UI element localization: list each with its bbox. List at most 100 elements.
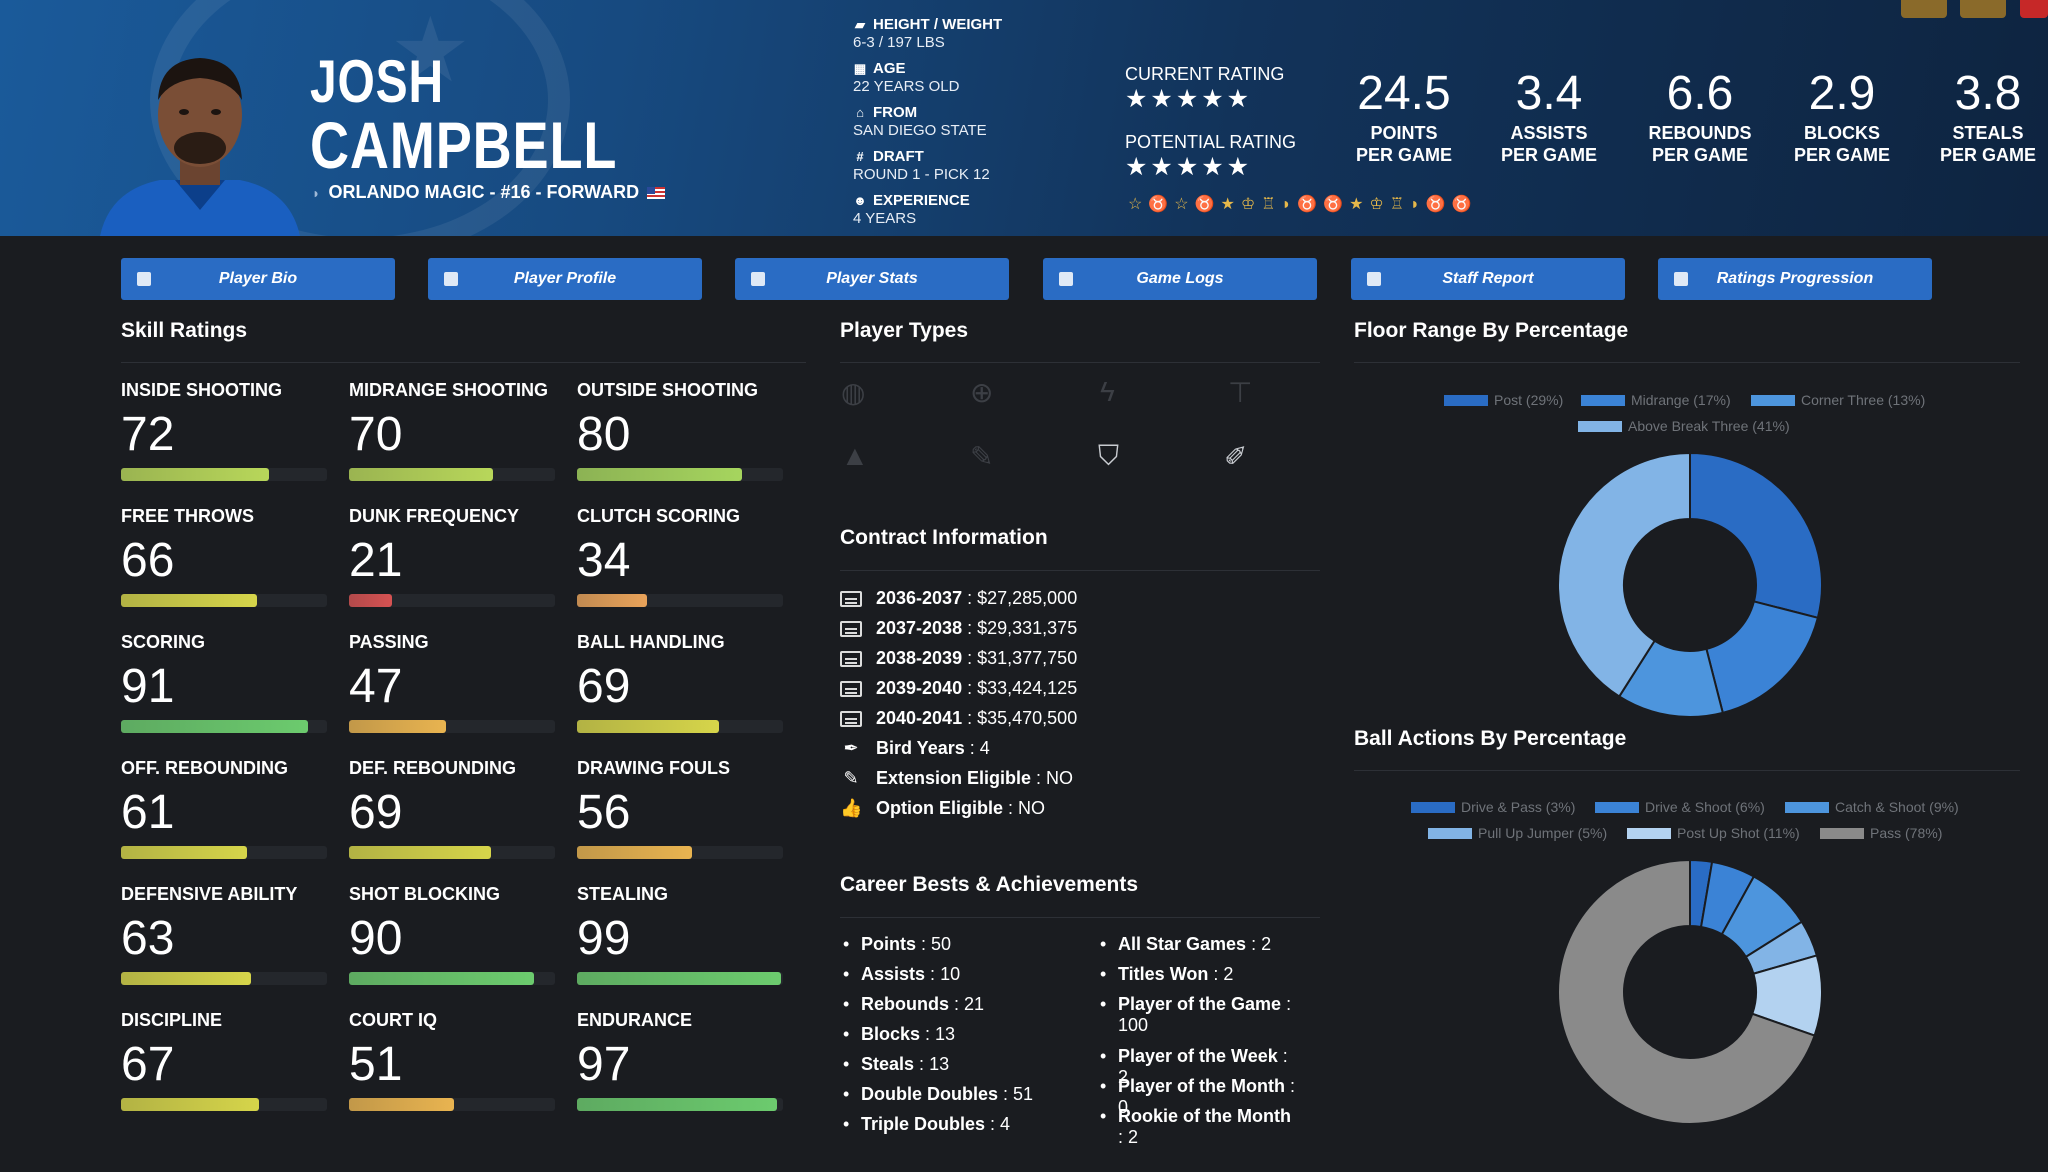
legend-item[interactable]: Pull Up Jumper (5%) xyxy=(1428,825,1607,841)
money-icon xyxy=(840,680,862,697)
skill-outside-shooting: OUTSIDE SHOOTING 80 xyxy=(577,380,787,481)
skill-passing: PASSING 47 xyxy=(349,632,559,733)
donut-slice[interactable] xyxy=(1557,451,1691,698)
skill-name: MIDRANGE SHOOTING xyxy=(349,380,549,400)
skill-shot-blocking: SHOT BLOCKING 90 xyxy=(349,884,559,985)
cone-icon[interactable]: ▲ xyxy=(841,440,869,471)
skill-bar-track xyxy=(121,972,327,985)
stat-assists: 3.4 ASSISTS PER GAME xyxy=(1500,67,1597,166)
divider xyxy=(840,362,1320,363)
ruler-icon: ▰ xyxy=(855,17,865,32)
extension-eligible-row: ✎ Extension Eligible : NO xyxy=(840,768,1073,789)
bar-chart-icon xyxy=(751,272,765,286)
paint-roller-icon[interactable]: ⊤ xyxy=(1228,377,1253,408)
legend-item[interactable]: Midrange (17%) xyxy=(1581,392,1731,408)
legend-swatch xyxy=(1444,394,1488,406)
legend-swatch xyxy=(1578,420,1622,432)
skill-value: 56 xyxy=(577,786,631,839)
tab-staff-report[interactable]: Staff Report xyxy=(1351,258,1625,300)
skill-name: CLUTCH SCORING xyxy=(577,506,740,526)
skill-bar-fill xyxy=(577,1098,777,1111)
skill-bar-track xyxy=(121,594,327,607)
donut-slice[interactable] xyxy=(1689,451,1823,620)
divider xyxy=(840,570,1320,571)
skill-value: 69 xyxy=(349,786,403,839)
legend-item[interactable]: Catch & Shoot (9%) xyxy=(1785,799,1959,815)
bird-years-row: ✒ Bird Years : 4 xyxy=(840,738,989,759)
magic-wand-icon[interactable]: ✎ xyxy=(970,441,994,472)
divider xyxy=(1354,770,2020,771)
basketball-icon[interactable]: ◍ xyxy=(841,377,866,408)
legend-swatch xyxy=(1751,394,1795,406)
broom-icon[interactable]: ✐ xyxy=(1224,441,1248,472)
career-best-item: Points : 50 xyxy=(843,934,951,955)
tab-player-bio[interactable]: Player Bio xyxy=(121,258,395,300)
skill-name: ENDURANCE xyxy=(577,1010,693,1030)
skill-value: 70 xyxy=(349,408,403,461)
skill-bar-track xyxy=(121,1098,327,1111)
stat-blocks: 2.9 BLOCKS PER GAME xyxy=(1793,67,1890,166)
legend-swatch xyxy=(1428,827,1472,839)
skill-bar-fill xyxy=(121,468,270,481)
skill-bar-fill xyxy=(577,972,781,985)
skill-bar-fill xyxy=(349,594,393,607)
achievement-item: Rookie of the Month : 2 xyxy=(1100,1106,1298,1148)
skill-bar-fill xyxy=(577,720,720,733)
crosshair-icon[interactable]: ⊕ xyxy=(970,377,994,408)
skill-bar-fill xyxy=(121,1098,260,1111)
skill-name: SHOT BLOCKING xyxy=(349,884,500,904)
legend-item[interactable]: Drive & Shoot (6%) xyxy=(1595,799,1765,815)
contract-year-row: 2037-2038 : $29,331,375 xyxy=(840,618,1077,639)
skill-bar-track xyxy=(121,468,327,481)
shield-icon[interactable]: ⛉ xyxy=(1098,440,1120,471)
donut-slice[interactable] xyxy=(1557,858,1816,1125)
skill-ball-handling: BALL HANDLING 69 xyxy=(577,632,787,733)
legend-item[interactable]: Corner Three (13%) xyxy=(1751,392,1925,408)
legend-item[interactable]: Above Break Three (41%) xyxy=(1578,418,1790,434)
achievement-item: Titles Won : 2 xyxy=(1100,964,1298,985)
divider xyxy=(1354,362,2020,363)
skill-bar-fill xyxy=(121,720,309,733)
skill-off-rebounding: OFF. REBOUNDING 61 xyxy=(121,758,331,859)
achievement-icons[interactable]: ☆♉☆♉★♔♖◗♉♉★♔♖◗♉♉ xyxy=(1128,196,1478,213)
potential-rating-stars: ★★★★★ xyxy=(1125,153,1253,181)
skill-bar-fill xyxy=(121,846,247,859)
legend-item[interactable]: Post Up Shot (11%) xyxy=(1627,825,1800,841)
player-types-title: Player Types xyxy=(840,319,969,342)
legend-swatch xyxy=(1820,827,1864,839)
skill-bar-fill xyxy=(121,594,257,607)
us-flag-icon xyxy=(647,186,666,199)
skill-court-iq: COURT IQ 51 xyxy=(349,1010,559,1111)
tab-player-stats[interactable]: Player Stats xyxy=(735,258,1009,300)
skill-value: 63 xyxy=(121,912,175,965)
tab-player-profile[interactable]: Player Profile xyxy=(428,258,702,300)
skill-bar-fill xyxy=(349,972,535,985)
skill-discipline: DISCIPLINE 67 xyxy=(121,1010,331,1111)
close-button[interactable] xyxy=(2020,0,2048,18)
prev-player-button[interactable] xyxy=(1901,0,1947,18)
info-height-weight: ▰ HEIGHT / WEIGHT 6-3 / 197 LBS xyxy=(853,16,1003,51)
tab-ratings-progression[interactable]: Ratings Progression xyxy=(1658,258,1932,300)
tab-game-logs[interactable]: Game Logs xyxy=(1043,258,1317,300)
skill-bar-fill xyxy=(577,594,648,607)
legend-item[interactable]: Pass (78%) xyxy=(1820,825,1942,841)
bolt-icon[interactable]: ϟ xyxy=(1100,376,1115,407)
skill-name: DRAWING FOULS xyxy=(577,758,730,778)
legend-item[interactable]: Drive & Pass (3%) xyxy=(1411,799,1575,815)
skill-name: DUNK FREQUENCY xyxy=(349,506,520,526)
skill-bar-track xyxy=(349,1098,555,1111)
career-best-item: Blocks : 13 xyxy=(843,1024,955,1045)
skill-value: 47 xyxy=(349,660,403,713)
skill-value: 66 xyxy=(121,534,175,587)
skill-value: 61 xyxy=(121,786,175,839)
donut-slice[interactable] xyxy=(1705,600,1820,715)
next-player-button[interactable] xyxy=(1960,0,2006,18)
ball-actions-title: Ball Actions By Percentage xyxy=(1354,727,1627,750)
skill-bar-track xyxy=(577,1098,783,1111)
skill-stealing: STEALING 99 xyxy=(577,884,787,985)
legend-item[interactable]: Post (29%) xyxy=(1444,392,1563,408)
skill-bar-track xyxy=(349,468,555,481)
money-icon xyxy=(840,710,862,727)
current-rating-label: CURRENT RATING xyxy=(1125,64,1285,84)
info-age: ▦ AGE 22 YEARS OLD xyxy=(853,60,960,95)
